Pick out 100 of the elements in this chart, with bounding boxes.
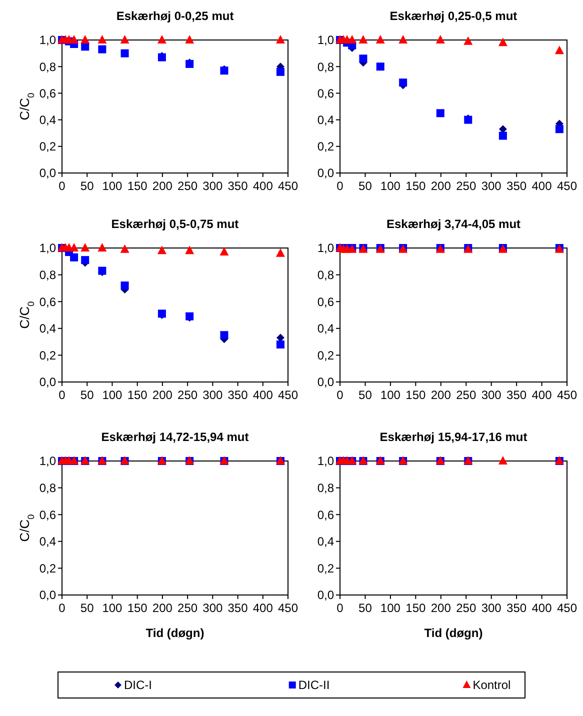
- x-tick-label: 300: [202, 388, 223, 402]
- x-tick-label: 100: [102, 601, 123, 615]
- x-tick-label: 450: [556, 388, 578, 402]
- x-tick-label: 350: [506, 388, 527, 402]
- point: [276, 68, 284, 76]
- chart-title: Eskærhøj 15,94-17,16 mut: [380, 430, 528, 444]
- x-tick-label: 100: [380, 179, 401, 193]
- chart-title: Eskærhøj 0-0,25 mut: [116, 9, 234, 23]
- x-tick-label: 100: [102, 179, 123, 193]
- point: [81, 256, 90, 264]
- point: [399, 78, 408, 87]
- x-tick-label: 400: [532, 388, 552, 402]
- x-tick-label: 0: [336, 179, 344, 193]
- y-tick-label: 1,0: [39, 33, 56, 48]
- x-tick-label: 300: [481, 179, 502, 193]
- point: [498, 132, 507, 140]
- x-tick-label: 250: [456, 179, 476, 193]
- x-tick-label: 100: [102, 388, 123, 402]
- y-tick-label: 0,6: [39, 294, 56, 309]
- chart-title: Eskærhøj 0,25-0,5 mut: [390, 9, 518, 23]
- y-tick-label: 0,0: [317, 166, 334, 180]
- point: [98, 45, 106, 54]
- point: [157, 35, 166, 44]
- x-tick-label: 400: [252, 601, 274, 615]
- point: [436, 109, 444, 118]
- y-tick-label: 0,4: [39, 322, 56, 336]
- point: [554, 46, 564, 54]
- y-tick-label: 1,0: [317, 454, 334, 468]
- x-tick-label: 400: [252, 179, 274, 193]
- y-tick-label: 0,0: [39, 166, 56, 180]
- y-tick-label: 0,6: [39, 508, 56, 522]
- y-tick-label: 0,2: [317, 561, 334, 576]
- y-tick-label: 0,8: [39, 268, 56, 282]
- x-tick-label: 150: [406, 388, 426, 402]
- y-tick-label: 0,0: [39, 375, 56, 390]
- y-tick-label: 0,4: [317, 322, 334, 336]
- y-tick-label: 1,0: [317, 241, 334, 256]
- y-tick-label: 0,2: [317, 348, 334, 362]
- y-tick-label: 0,8: [317, 481, 334, 495]
- x-tick-label: 450: [278, 388, 298, 402]
- x-tick-label: 350: [228, 179, 248, 193]
- y-tick-label: 0,8: [317, 268, 334, 282]
- x-tick-label: 250: [178, 179, 198, 193]
- x-tick-label: 350: [228, 388, 248, 402]
- point: [157, 246, 166, 254]
- x-tick-label: 0: [58, 601, 66, 615]
- x-tick-label: 250: [178, 601, 198, 615]
- x-axis-title: Tid (døgn): [146, 626, 204, 640]
- legend-label: DIC-II: [298, 678, 330, 692]
- point: [185, 246, 194, 254]
- y-tick-label: 0,6: [317, 294, 334, 309]
- x-tick-label: 50: [80, 601, 94, 615]
- x-tick-label: 450: [278, 601, 298, 615]
- point: [120, 49, 129, 58]
- point: [70, 253, 78, 262]
- point: [276, 340, 284, 348]
- point: [220, 247, 229, 256]
- x-tick-label: 350: [506, 179, 527, 193]
- x-tick-label: 400: [532, 179, 552, 193]
- y-tick-label: 1,0: [39, 454, 56, 468]
- x-tick-label: 300: [202, 179, 223, 193]
- y-tick-label: 0,0: [317, 588, 334, 602]
- x-tick-label: 150: [406, 179, 426, 193]
- y-tick-label: 0,2: [317, 140, 334, 154]
- y-tick-label: 0,4: [39, 534, 56, 549]
- x-tick-label: 150: [406, 601, 426, 615]
- point: [120, 244, 130, 253]
- y-tick-label: 0,6: [317, 86, 334, 100]
- chart-title: Eskærhøj 14,72-15,94 mut: [101, 430, 249, 444]
- point: [555, 125, 564, 134]
- y-tick-label: 0,2: [39, 561, 56, 576]
- x-tick-label: 50: [358, 601, 372, 615]
- chart-title: Eskærhøj 0,5-0,75 mut: [111, 217, 239, 231]
- y-tick-label: 0,8: [39, 481, 56, 495]
- x-tick-label: 0: [58, 179, 66, 193]
- point: [276, 35, 285, 44]
- x-tick-label: 450: [556, 601, 578, 615]
- point: [98, 35, 107, 44]
- x-tick-label: 50: [358, 388, 372, 402]
- chart-title: Eskærhøj 3,74-4,05 mut: [386, 217, 521, 231]
- x-tick-label: 450: [278, 179, 298, 193]
- point: [120, 35, 130, 44]
- x-tick-label: 150: [127, 601, 148, 615]
- point: [220, 331, 228, 340]
- y-tick-label: 0,2: [39, 348, 56, 362]
- x-tick-label: 350: [228, 601, 248, 615]
- x-tick-label: 400: [252, 388, 274, 402]
- x-tick-label: 50: [80, 179, 94, 193]
- y-tick-label: 0,8: [317, 60, 334, 74]
- x-tick-label: 300: [481, 388, 502, 402]
- y-tick-label: 0,6: [317, 508, 334, 522]
- x-tick-label: 150: [127, 388, 148, 402]
- y-tick-label: 0,0: [317, 375, 334, 390]
- point: [120, 282, 129, 290]
- point: [98, 243, 107, 252]
- x-tick-label: 250: [456, 388, 476, 402]
- y-tick-label: 1,0: [317, 33, 334, 48]
- y-tick-label: 0,4: [39, 113, 56, 127]
- y-tick-label: 0,2: [39, 140, 56, 154]
- point: [359, 54, 368, 63]
